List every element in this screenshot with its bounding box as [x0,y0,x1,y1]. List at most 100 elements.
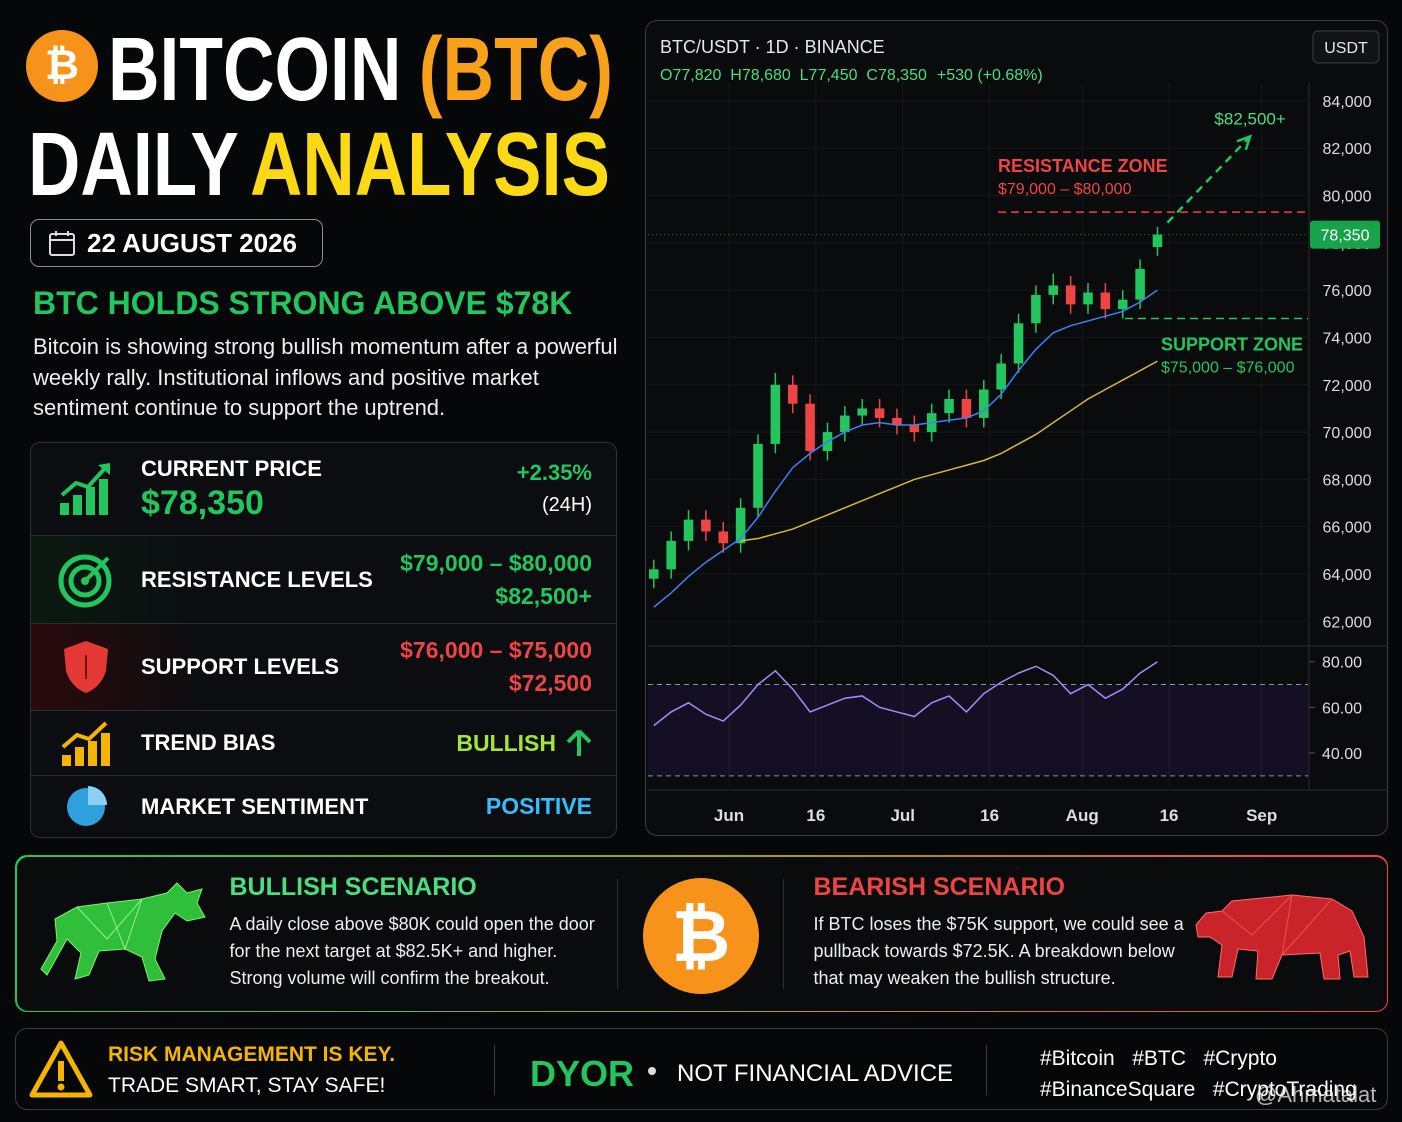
x-tick-label: Sep [1246,806,1277,825]
icon-slice [88,785,107,805]
y-tick-label: 66,000 [1323,520,1372,537]
x-tick-label: Aug [1066,806,1099,825]
trend-icon [61,721,110,766]
candle-body [909,425,920,433]
btc-logo [26,30,98,102]
candle-body [683,519,694,541]
y-tick-label: 76,000 [1323,283,1372,300]
divider [616,878,618,989]
stats-row: RESISTANCE LEVELS $79,000 – $80,000 $82,… [31,536,616,624]
value-cell: +2.35% (24H) [517,456,616,522]
scenario-frame: BULLISH SCENARIO A daily close above $80… [15,855,1388,1012]
growth-icon [60,463,110,515]
chart-ohlc: O77,820 H78,680 L77,450 C78,350 +530 (+0.… [660,67,1043,84]
warning-triangle [29,1040,93,1098]
y-tick-label: 70,000 [1323,425,1372,442]
y-tick-label: 84,000 [1323,94,1372,111]
stat-value: BULLISH [456,729,556,756]
stats-row: TREND BIAS BULLISH [31,711,616,776]
icon-cell [31,461,141,517]
stat-label: TREND BIAS [141,730,276,755]
candle-body [805,403,815,452]
chart: BTC/USDT · 1D · BINANCE O77,820 H78,680 … [648,30,1388,825]
scenario-text: If BTC loses the $75K support, we could … [813,913,1184,988]
x-tick-label: Jul [890,806,915,825]
icon-cell [31,639,141,695]
y-tick-label: 82,000 [1323,141,1372,158]
icon-cell [31,552,141,608]
icon-arrowhead [98,463,110,475]
hashtag: #CryptoTrading [1212,1078,1357,1101]
candle-body [874,408,885,418]
candle-body [961,398,972,418]
y-tick-label: 68,000 [1323,472,1372,489]
y-tick-label: 80,000 [1323,189,1372,206]
candle-body [1048,285,1059,295]
date: 22 AUGUST 2026 [87,227,298,258]
candle-body [718,531,729,544]
moving-average [653,289,1158,608]
icon-bar [99,479,108,515]
target-label: $82,500+ [1214,109,1285,128]
stat-value: $78,350 [141,483,264,522]
candle-body [753,443,763,508]
bullet [648,1067,656,1075]
calendar-frame [49,233,75,256]
candle-body [892,417,902,426]
date-badge: 22 AUGUST 2026 [30,219,323,267]
title-word: BITCOIN [108,20,401,120]
annotation-range: $79,000 – $80,000 [998,181,1132,198]
footer: RISK MANAGEMENT IS KEY. TRADE SMART, STA… [15,1028,1388,1110]
warning-icon [29,1040,93,1098]
rsi-line [653,661,1158,727]
warning-mark [58,1061,64,1081]
icon-bar [86,487,95,515]
title-line-1: BITCOIN(BTC) [108,20,613,120]
annotation-title: RESISTANCE ZONE [998,156,1168,176]
warning-dot [57,1083,65,1091]
btc-logo-symbol: ₿ [45,41,79,88]
bull-facets [76,898,142,950]
candle-body [666,540,676,570]
rsi-tick-label: 80.00 [1322,655,1362,672]
icon-bar [101,733,110,766]
marks-layer [649,134,1308,727]
value-cell: $79,000 – $80,000 $82,500+ [400,547,616,613]
x-tick-label: 16 [980,806,999,825]
hashtag: #BTC [1132,1047,1186,1070]
bear-facets [1221,893,1332,957]
pie-icon [67,785,107,826]
disclaimer: NOT FINANCIAL ADVICE [677,1060,954,1087]
stat-label: SUPPORT LEVELS [141,654,340,679]
bear-illustration [1194,893,1369,979]
icon-bar [62,755,71,766]
candle-body [979,389,989,418]
risk-line: TRADE SMART, STAY SAFE! [108,1074,386,1097]
target-arrow [1166,135,1252,224]
shield-icon [64,641,108,693]
candle-body [770,384,781,444]
change-label: +530 (+0.68%) [937,67,1043,84]
icon-ring [58,554,112,607]
icon-cell [31,719,141,767]
stats-row: CURRENT PRICE $78,350 +2.35% (24H) [31,443,616,536]
target-icon [58,554,112,607]
hashtags: #Bitcoin #BTC #Crypto #BinanceSquare #Cr… [1040,1043,1380,1105]
summary-text: Bitcoin is showing strong bullish moment… [33,334,618,420]
ohlc-label: O77,820 H78,680 L77,450 C78,350 [660,67,927,84]
stat-value: $79,000 – $80,000 [400,549,592,576]
title-word: DAILY [28,115,238,215]
stat-value: $76,000 – $75,000 [400,637,592,663]
scenario-text: A daily close above $80K could open the … [229,913,595,988]
icon-arrow [566,729,592,756]
stat-label: RESISTANCE LEVELS [141,566,373,592]
y-tick-label: 64,000 [1323,567,1372,584]
divider [494,1045,495,1095]
candle-body [857,408,867,416]
icon-dart [83,556,110,582]
x-tick-label: 16 [806,806,825,825]
candle-body [1117,299,1128,310]
title-line-2: DAILYANALYSIS [28,115,610,215]
headline: BTC HOLDS STRONG ABOVE $78K [33,285,573,321]
stats-table: CURRENT PRICE $78,350 +2.35% (24H) RESIS… [30,442,617,838]
